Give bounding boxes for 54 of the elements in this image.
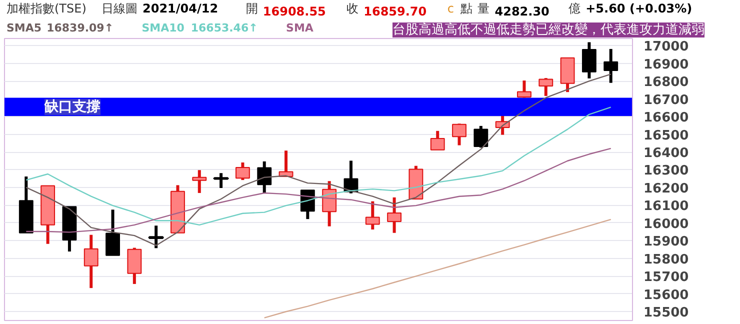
line-series: [264, 218, 612, 318]
candlestick: [582, 42, 596, 78]
text: 點: [460, 2, 473, 16]
candlestick: [430, 130, 445, 150]
y-tick-label: 17000: [644, 40, 689, 55]
y-tick-label: 16700: [644, 92, 689, 108]
text: 台股高過高低不過低走勢已經改變，代表進攻力道減弱: [392, 22, 704, 38]
y-tick-label: 16100: [644, 199, 689, 214]
y-tick-label: 16000: [644, 216, 689, 232]
candlestick: [148, 226, 164, 248]
text: 16908.55: [262, 4, 326, 18]
candlestick: [365, 201, 380, 230]
text: SMA10: [142, 22, 185, 34]
text: 億: [568, 2, 581, 16]
y-tick-label: 16400: [644, 146, 689, 162]
y-tick-label: 16800: [644, 75, 689, 90]
y-tick-label: 16300: [644, 164, 689, 179]
text: 16859.70: [364, 4, 427, 18]
text: 量: [478, 2, 490, 16]
y-tick-label: 15500: [644, 306, 689, 321]
text: 開: [246, 2, 258, 16]
candlestick: [192, 170, 207, 193]
y-tick-label: 15800: [644, 252, 689, 268]
text: 加權指數(TSE): [6, 2, 86, 16]
text: c: [447, 2, 454, 16]
candlestick: [84, 234, 98, 288]
y-tick-label: 15700: [644, 270, 689, 286]
y-tick-label: 16600: [644, 110, 689, 126]
band-label: 缺口支撐: [44, 99, 100, 116]
text: 16839.09↑: [46, 22, 114, 34]
candlestick: [604, 48, 618, 83]
y-tick-label: 15600: [644, 288, 689, 303]
text: 收: [346, 2, 359, 16]
y-tick-label: 16200: [644, 181, 689, 196]
y-tick-label: 16900: [644, 57, 689, 72]
candlestick: [257, 161, 272, 194]
text: 4282.30: [494, 4, 550, 18]
candlestick: [452, 124, 466, 146]
candlestick: [235, 162, 250, 180]
text: SMA: [286, 22, 314, 34]
text: 日線圖: [102, 2, 138, 16]
text: 2021/04/12: [142, 2, 218, 16]
candlestick: [387, 197, 402, 233]
candlestick: [127, 248, 142, 284]
candlestick: [517, 80, 532, 98]
candlestick: [474, 126, 488, 148]
text: SMA5: [6, 22, 42, 34]
text: 16653.46↑: [190, 22, 258, 34]
text: +5.60 (+0.03%): [586, 2, 692, 16]
y-tick-label: 16500: [644, 128, 689, 144]
y-tick-label: 15900: [644, 234, 689, 250]
candlestick: [213, 173, 229, 188]
candlestick: [538, 78, 554, 96]
candlestick: [106, 210, 120, 256]
